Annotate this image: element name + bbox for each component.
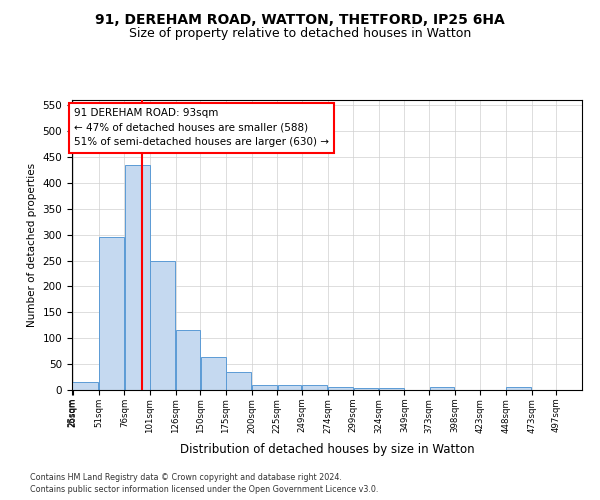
Text: Contains HM Land Registry data © Crown copyright and database right 2024.: Contains HM Land Registry data © Crown c…	[30, 472, 342, 482]
Bar	[125, 164, 149, 390]
Bar	[73, 382, 98, 390]
Bar	[252, 385, 277, 390]
Text: Size of property relative to detached houses in Watton: Size of property relative to detached ho…	[129, 28, 471, 40]
Bar	[176, 330, 200, 390]
Bar	[302, 385, 327, 390]
Bar	[200, 358, 226, 390]
Bar	[328, 388, 353, 390]
Bar	[430, 388, 454, 390]
Text: 91, DEREHAM ROAD, WATTON, THETFORD, IP25 6HA: 91, DEREHAM ROAD, WATTON, THETFORD, IP25…	[95, 12, 505, 26]
Bar	[99, 237, 124, 390]
Bar	[278, 385, 301, 390]
Text: Contains public sector information licensed under the Open Government Licence v3: Contains public sector information licen…	[30, 485, 379, 494]
Bar	[506, 388, 532, 390]
Y-axis label: Number of detached properties: Number of detached properties	[27, 163, 37, 327]
Bar	[353, 388, 379, 390]
Text: 91 DEREHAM ROAD: 93sqm
← 47% of detached houses are smaller (588)
51% of semi-de: 91 DEREHAM ROAD: 93sqm ← 47% of detached…	[74, 108, 329, 148]
Bar	[379, 388, 404, 390]
Bar	[226, 372, 251, 390]
Bar	[151, 260, 175, 390]
Text: Distribution of detached houses by size in Watton: Distribution of detached houses by size …	[179, 442, 475, 456]
